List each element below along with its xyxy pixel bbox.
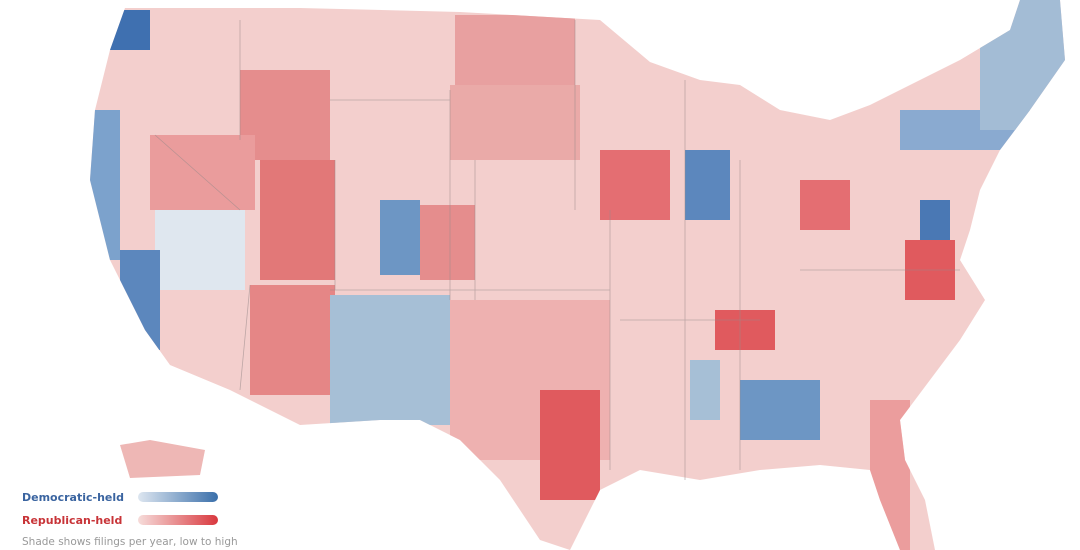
legend-label: Democratic-held (22, 491, 124, 504)
alaska (120, 440, 205, 478)
legend: Democratic-held Republican-held Shade sh… (8, 482, 344, 550)
state-borders (154, 20, 960, 480)
legend-swatch (138, 492, 218, 502)
legend-swatch (138, 515, 218, 525)
legend-label: Republican-held (22, 514, 122, 527)
legend-note: Shade shows filings per year, low to hig… (22, 536, 238, 548)
